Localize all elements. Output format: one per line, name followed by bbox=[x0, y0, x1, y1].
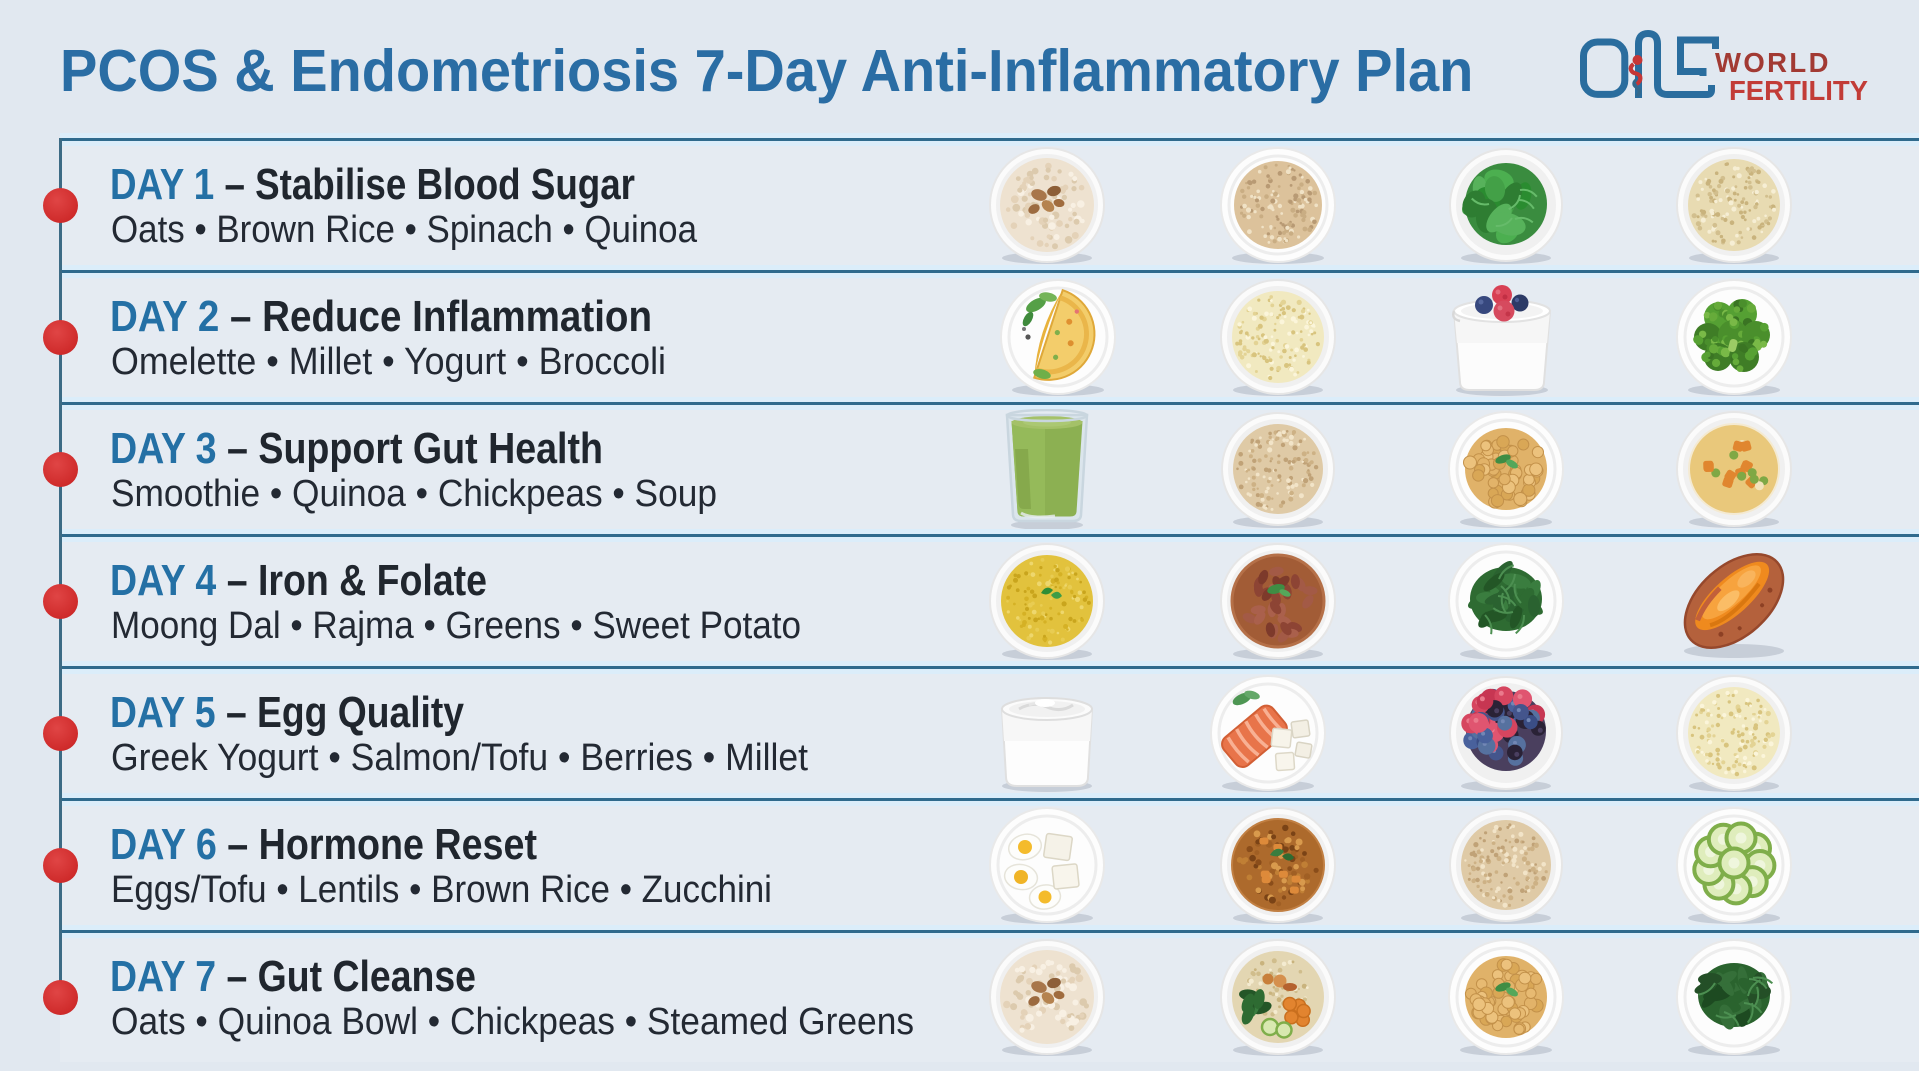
svg-text:FERTILITY: FERTILITY bbox=[1729, 75, 1868, 106]
svg-text:WORLD: WORLD bbox=[1715, 47, 1831, 78]
